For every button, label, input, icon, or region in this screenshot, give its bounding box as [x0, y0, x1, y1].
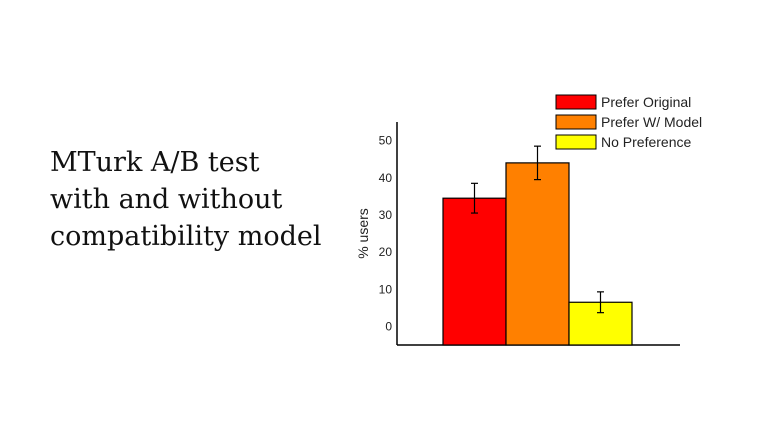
legend-label-3: No Preference — [601, 134, 691, 150]
legend-label-1: Prefer Original — [601, 94, 691, 110]
y-tick-label-10: 10 — [379, 282, 393, 296]
legend-swatch-3 — [555, 134, 597, 150]
slide-text-line-3: compatibility model — [50, 221, 322, 252]
legend-swatch-2 — [555, 114, 597, 130]
slide-text-line-2: with and without — [50, 184, 283, 215]
legend-label-2: Prefer W/ Model — [601, 114, 702, 130]
y-tick-label-40: 40 — [379, 171, 393, 185]
y-tick-label-20: 20 — [379, 245, 393, 259]
y-axis-label: % users — [355, 208, 371, 259]
y-tick-label-0: 0 — [385, 319, 392, 333]
y-tick-label-50: 50 — [379, 134, 393, 148]
legend-swatch-1 — [555, 94, 597, 110]
y-tick-label-30: 30 — [379, 208, 393, 222]
slide-text-line-1: MTurk A/B test — [50, 147, 260, 178]
slide-text: MTurk A/B test with and without compatib… — [50, 144, 350, 255]
bar-1 — [442, 197, 507, 346]
bar-2 — [505, 162, 570, 346]
